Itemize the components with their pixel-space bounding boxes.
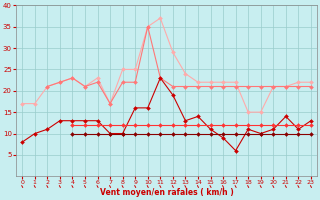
- X-axis label: Vent moyen/en rafales ( km/h ): Vent moyen/en rafales ( km/h ): [100, 188, 234, 197]
